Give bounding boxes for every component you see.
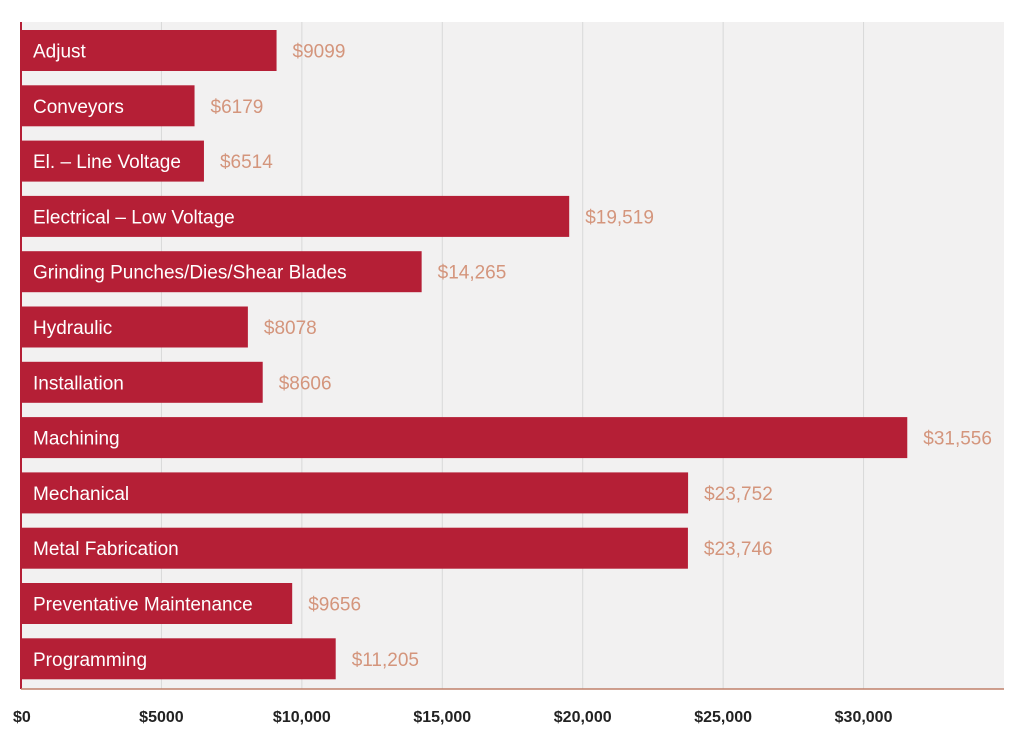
category-label: Adjust	[33, 42, 87, 63]
category-label: Conveyors	[33, 97, 124, 118]
category-label: Grinding Punches/Dies/Shear Blades	[33, 263, 347, 284]
category-label: Metal Fabrication	[33, 539, 179, 560]
bar	[21, 527, 688, 569]
category-label: Mechanical	[33, 484, 129, 505]
value-label: $8078	[264, 318, 317, 339]
value-label: $9656	[308, 595, 361, 616]
bar	[21, 30, 277, 71]
bar	[21, 195, 570, 237]
category-label: Machining	[33, 429, 120, 450]
value-label: $19,519	[585, 207, 654, 228]
x-tick-label: $10,000	[273, 709, 331, 726]
value-label: $14,265	[438, 263, 507, 284]
x-tick-label: $20,000	[554, 709, 612, 726]
x-tick-label: $0	[13, 709, 31, 726]
value-label: $23,746	[704, 539, 773, 560]
category-label: Installation	[33, 373, 124, 394]
category-label: El. – Line Voltage	[33, 152, 181, 173]
bar	[21, 472, 689, 514]
x-tick-label: $25,000	[694, 709, 752, 726]
bar	[21, 251, 422, 293]
bar	[21, 583, 293, 624]
bar	[21, 417, 908, 459]
category-label: Programming	[33, 650, 147, 671]
value-label: $31,556	[923, 429, 992, 450]
category-label: Hydraulic	[33, 318, 112, 339]
category-label: Electrical – Low Voltage	[33, 207, 235, 228]
x-tick-label: $15,000	[413, 709, 471, 726]
value-label: $8606	[279, 373, 332, 394]
x-tick-label: $30,000	[835, 709, 893, 726]
bar	[21, 85, 195, 127]
value-label: $6179	[211, 97, 264, 118]
bar	[21, 140, 204, 182]
value-label: $23,752	[704, 484, 773, 505]
bar	[21, 638, 336, 680]
x-tick-label: $5000	[139, 709, 184, 726]
value-label: $9099	[293, 42, 346, 63]
bar	[21, 306, 248, 348]
category-label: Preventative Maintenance	[33, 595, 253, 616]
value-label: $11,205	[352, 650, 419, 671]
bar	[21, 361, 263, 403]
value-label: $6514	[220, 152, 273, 173]
plot-background	[21, 22, 1004, 689]
